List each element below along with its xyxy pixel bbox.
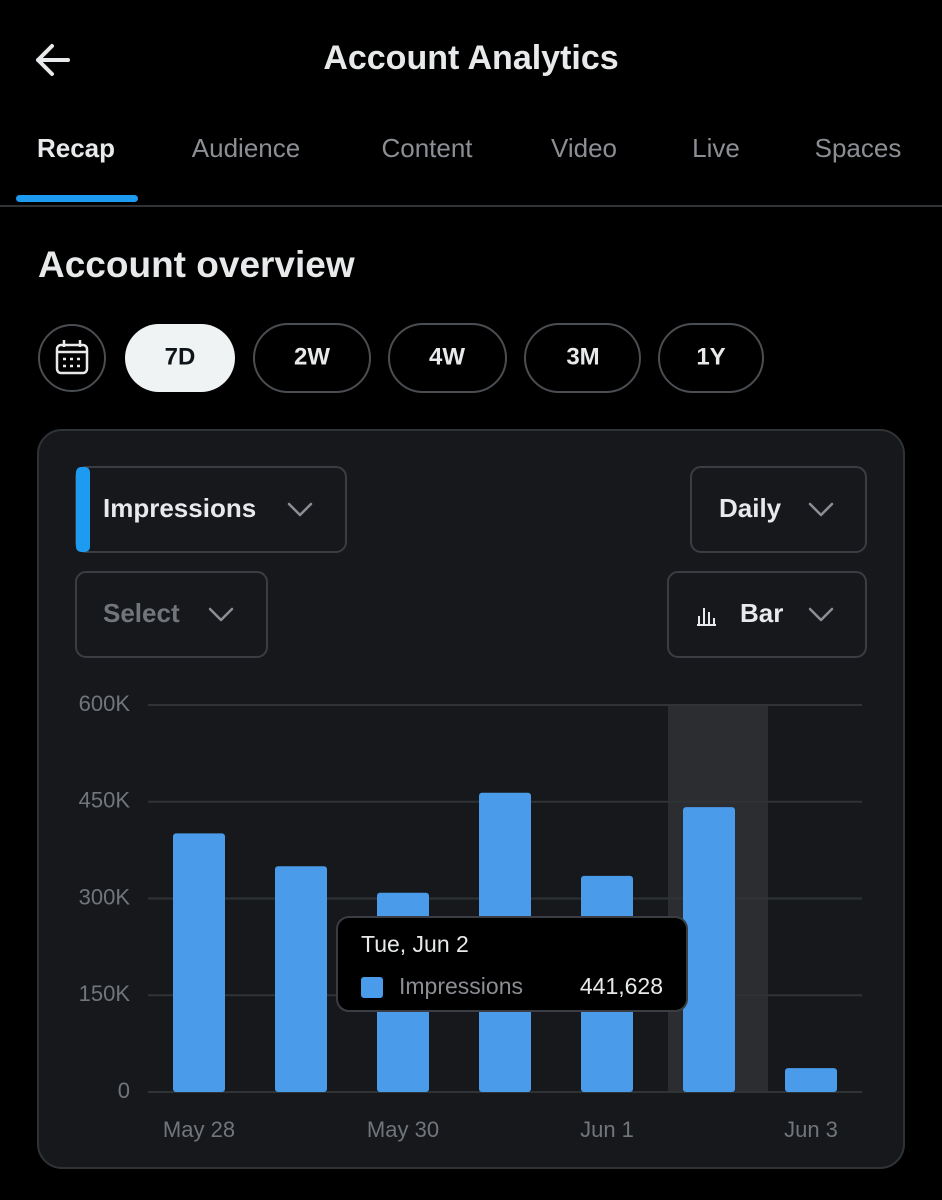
y-tick-label: 0 [118, 1078, 130, 1103]
tooltip-swatch [361, 977, 383, 998]
range-label: 3M [566, 343, 599, 370]
calendar-outline [38, 324, 106, 392]
tab[interactable]: Recap [37, 133, 115, 163]
tab-indicator [16, 195, 138, 202]
x-tick-label: May 30 [367, 1117, 439, 1142]
tab[interactable]: Live [692, 133, 740, 163]
compare-label: Select [103, 598, 180, 628]
range-button[interactable] [253, 323, 371, 393]
y-tick-label: 450K [79, 788, 131, 813]
chevron [208, 607, 234, 622]
x-tick-label: May 28 [163, 1117, 235, 1142]
tab[interactable]: Video [551, 133, 617, 163]
chart-style-dropdown[interactable] [667, 571, 867, 658]
plot: 0 150K 300K 450K 600K May 28 May 30 Jun 1 Jun 3 T… [79, 691, 862, 1142]
chevron [287, 502, 313, 517]
interval-dropdown[interactable] [690, 466, 867, 553]
range-label: 7D [165, 343, 196, 370]
compare-dropdown[interactable] [75, 571, 268, 658]
range-label: 1Y [696, 343, 725, 370]
range-label: 2W [294, 343, 330, 370]
chart-card [37, 429, 905, 1169]
tab[interactable]: Content [381, 133, 473, 163]
range-button[interactable] [658, 323, 764, 393]
y-tick-label: 300K [79, 884, 131, 909]
range-button[interactable] [524, 323, 641, 393]
calendar-icon [55, 343, 89, 375]
bar [173, 833, 225, 1092]
chevron [808, 607, 834, 622]
range-button[interactable] [388, 323, 507, 393]
bar [683, 807, 735, 1092]
tab[interactable]: Audience [192, 133, 300, 163]
bar [785, 1068, 837, 1092]
tooltip-box [336, 916, 688, 1012]
bar-icon [697, 608, 716, 626]
range-button-active[interactable] [125, 324, 235, 392]
chevron [808, 502, 834, 517]
range-label: 4W [429, 343, 465, 370]
tooltip-value: 441,628 [580, 973, 663, 999]
x-tick-label: Jun 3 [784, 1117, 838, 1142]
calendar-button[interactable] [38, 324, 106, 392]
x-tick-label: Jun 1 [580, 1117, 634, 1142]
bar [275, 866, 327, 1092]
tooltip-title: Tue, Jun 2 [361, 931, 469, 957]
tooltip: Tue, Jun 2 Impressions 441,628 [336, 916, 688, 1012]
chart-style-label: Bar [740, 598, 783, 628]
metric-label: Impressions [103, 493, 256, 523]
metric-color [76, 467, 90, 552]
y-tick-label: 150K [79, 981, 131, 1006]
page-title: Account Analytics [323, 39, 618, 77]
interval-label: Daily [719, 493, 782, 523]
tooltip-series: Impressions [399, 973, 523, 999]
calendar-icon-detail [57, 340, 87, 368]
section-title: Account overview [38, 244, 355, 285]
y-tick-label: 600K [79, 691, 131, 716]
back-button[interactable] [36, 44, 70, 76]
tab[interactable]: Spaces [815, 133, 902, 163]
